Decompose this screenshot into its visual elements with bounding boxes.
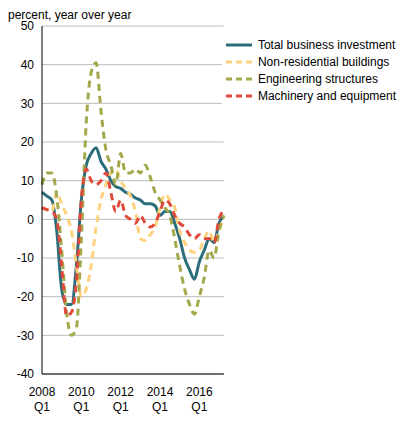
html-text:Non-residential buildings: Non-residential buildings	[257, 54, 390, 69]
svg-text:-10: -10	[17, 251, 35, 265]
html-text:Machinery and equipment: Machinery and equipment	[257, 88, 396, 103]
svg-text:10: 10	[21, 174, 35, 188]
svg-text:2008Q1: 2008Q1	[29, 385, 56, 414]
svg-text:50: 50	[21, 19, 35, 33]
html-text:percent, year over year: percent, year over year	[8, 8, 132, 22]
svg-text:2016Q1: 2016Q1	[186, 385, 213, 414]
svg-text:-20: -20	[17, 290, 35, 304]
svg-text:40: 40	[21, 58, 35, 72]
html-text:Engineering structures: Engineering structures	[257, 71, 378, 86]
svg-text:-30: -30	[17, 329, 35, 343]
svg-text:2010Q1: 2010Q1	[68, 385, 95, 414]
svg-text:-40: -40	[17, 367, 35, 381]
html-text:Total business investment: Total business investment	[257, 37, 396, 52]
svg-text:0: 0	[27, 213, 34, 227]
svg-text:30: 30	[21, 97, 35, 111]
svg-text:2012Q1: 2012Q1	[107, 385, 134, 414]
svg-text:2014Q1: 2014Q1	[147, 385, 174, 414]
svg-text:20: 20	[21, 135, 35, 149]
